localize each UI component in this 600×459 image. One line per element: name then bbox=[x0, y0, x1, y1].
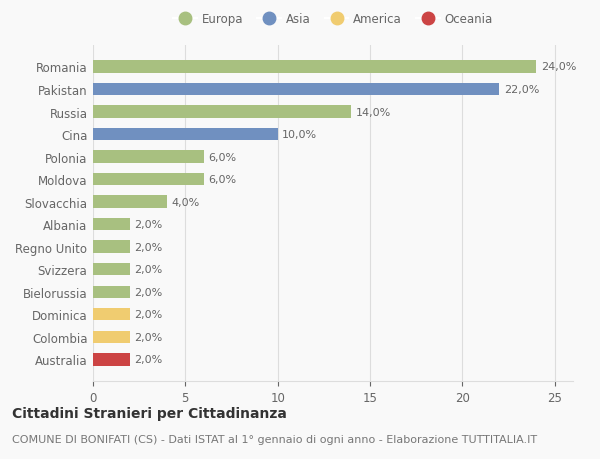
Text: 24,0%: 24,0% bbox=[541, 62, 576, 73]
Text: 4,0%: 4,0% bbox=[172, 197, 200, 207]
Text: 2,0%: 2,0% bbox=[134, 220, 163, 230]
Bar bbox=[93, 286, 130, 298]
Text: 2,0%: 2,0% bbox=[134, 332, 163, 342]
Bar bbox=[93, 331, 130, 343]
Text: 10,0%: 10,0% bbox=[282, 130, 317, 140]
Text: Cittadini Stranieri per Cittadinanza: Cittadini Stranieri per Cittadinanza bbox=[12, 406, 287, 420]
Text: 2,0%: 2,0% bbox=[134, 265, 163, 274]
Bar bbox=[93, 353, 130, 366]
Bar bbox=[93, 61, 536, 73]
Bar bbox=[93, 263, 130, 276]
Text: 2,0%: 2,0% bbox=[134, 354, 163, 364]
Text: 2,0%: 2,0% bbox=[134, 242, 163, 252]
Text: COMUNE DI BONIFATI (CS) - Dati ISTAT al 1° gennaio di ogni anno - Elaborazione T: COMUNE DI BONIFATI (CS) - Dati ISTAT al … bbox=[12, 434, 537, 444]
Bar bbox=[93, 84, 499, 96]
Text: 6,0%: 6,0% bbox=[208, 152, 236, 162]
Bar bbox=[93, 106, 352, 118]
Bar bbox=[93, 218, 130, 231]
Bar bbox=[93, 174, 204, 186]
Text: 22,0%: 22,0% bbox=[504, 85, 539, 95]
Text: 14,0%: 14,0% bbox=[356, 107, 391, 117]
Bar bbox=[93, 151, 204, 163]
Bar bbox=[93, 196, 167, 208]
Bar bbox=[93, 308, 130, 321]
Text: 2,0%: 2,0% bbox=[134, 287, 163, 297]
Text: 2,0%: 2,0% bbox=[134, 310, 163, 319]
Text: 6,0%: 6,0% bbox=[208, 175, 236, 185]
Bar bbox=[93, 241, 130, 253]
Legend: Europa, Asia, America, Oceania: Europa, Asia, America, Oceania bbox=[169, 8, 497, 31]
Bar bbox=[93, 129, 278, 141]
